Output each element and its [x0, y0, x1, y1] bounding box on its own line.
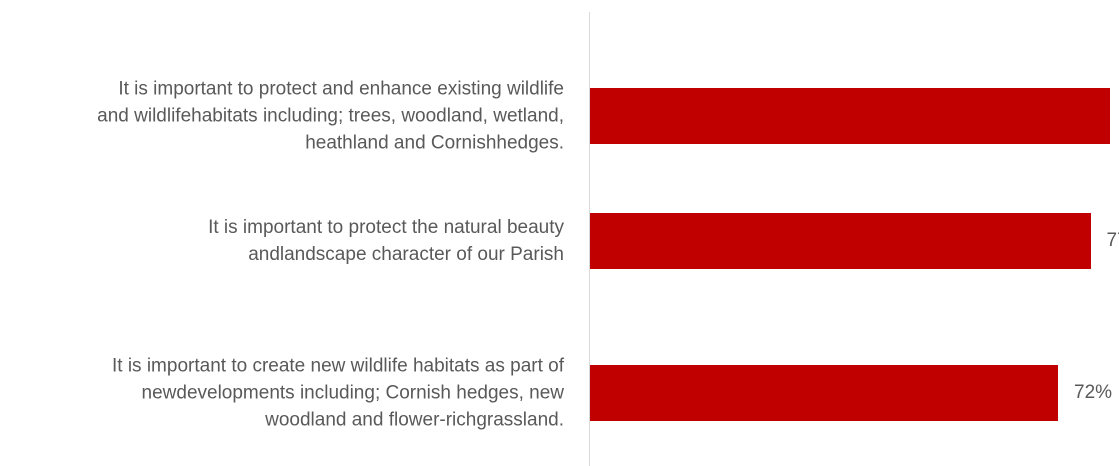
category-label: It is important to protect and enhance e… [4, 76, 564, 157]
category-label: It is important to create new wildlife h… [4, 353, 564, 434]
data-label: 72% [1074, 382, 1113, 403]
bar [590, 88, 1110, 144]
category-label-line: woodland and flower-richgrassland. [265, 409, 564, 431]
category-label-line: newdevelopments including; Cornish hedge… [141, 382, 564, 404]
bar [590, 365, 1058, 421]
category-label-line: It is important to create new wildlife h… [112, 355, 564, 377]
bar [590, 213, 1091, 269]
category-label-line: andlandscape character of our Parish [248, 244, 564, 265]
category-label: It is important to protect the natural b… [4, 214, 564, 268]
category-label-line: It is important to protect the natural b… [208, 217, 564, 238]
category-label-line: heathland and Cornishhedges. [305, 132, 564, 154]
category-label-line: and wildlifehabitats including; trees, w… [97, 105, 564, 127]
data-label: 77% [1106, 230, 1119, 251]
category-axis-line [589, 12, 590, 466]
category-label-line: It is important to protect and enhance e… [118, 78, 564, 100]
